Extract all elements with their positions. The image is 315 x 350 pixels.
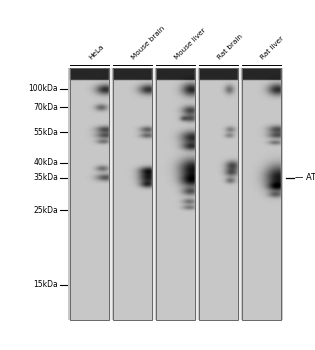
Text: 25kDa: 25kDa xyxy=(33,206,58,215)
Bar xyxy=(70,68,109,320)
Text: Rat brain: Rat brain xyxy=(216,34,244,61)
Text: Mouse liver: Mouse liver xyxy=(173,27,207,61)
Text: Mouse brain: Mouse brain xyxy=(130,26,166,61)
Text: 70kDa: 70kDa xyxy=(33,103,58,112)
Bar xyxy=(156,68,195,320)
Text: HeLa: HeLa xyxy=(87,44,105,61)
Text: 40kDa: 40kDa xyxy=(33,158,58,167)
Bar xyxy=(242,68,281,320)
Text: 35kDa: 35kDa xyxy=(33,173,58,182)
Text: 55kDa: 55kDa xyxy=(33,128,58,137)
Text: 100kDa: 100kDa xyxy=(28,84,58,93)
Text: Rat liver: Rat liver xyxy=(259,35,285,61)
Bar xyxy=(113,68,152,320)
Bar xyxy=(199,68,238,320)
Text: 15kDa: 15kDa xyxy=(33,280,58,289)
Text: — ATP6V1E2: — ATP6V1E2 xyxy=(295,173,315,182)
